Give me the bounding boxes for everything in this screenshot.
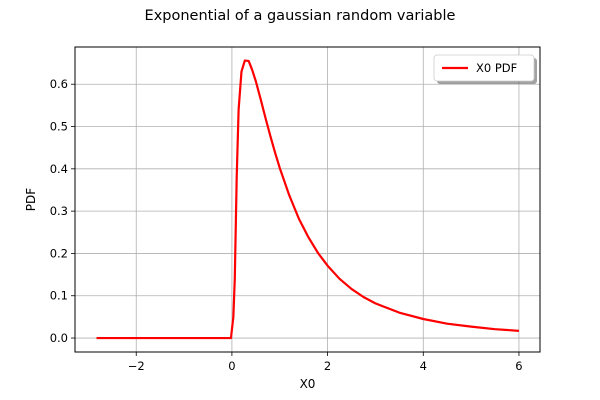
legend-label: X0 PDF [476, 61, 517, 75]
axes-frame [74, 46, 541, 353]
y-tick-label: 0.2 [50, 246, 68, 260]
y-tick-label: 0.6 [50, 77, 68, 91]
legend: X0 PDF [433, 54, 537, 84]
series-line-0 [96, 59, 520, 340]
y-tick-label: 0.3 [50, 204, 68, 218]
y-tick-label: 0.4 [50, 162, 68, 176]
plot-area [96, 59, 520, 340]
x-tick-label: 6 [515, 359, 522, 373]
y-axis-label: PDF [24, 188, 38, 211]
x-axis-label: X0 [300, 377, 316, 391]
x-tick-label: 4 [420, 359, 427, 373]
y-tick-label: 0.5 [50, 120, 68, 134]
grid [75, 47, 540, 352]
y-tick-label: 0.1 [50, 289, 68, 303]
x-tick-label: 0 [228, 359, 235, 373]
x-tick-label: −2 [128, 359, 145, 373]
legend-box [433, 54, 535, 82]
y-tick-label: 0.0 [50, 331, 68, 345]
x-tick-label: 2 [324, 359, 331, 373]
chart-title: Exponential of a gaussian random variabl… [145, 8, 456, 24]
x-axis: −2 0 2 4 6 [128, 352, 523, 373]
y-axis: 0.0 0.1 0.2 0.3 0.4 0.5 0.6 [50, 77, 75, 345]
